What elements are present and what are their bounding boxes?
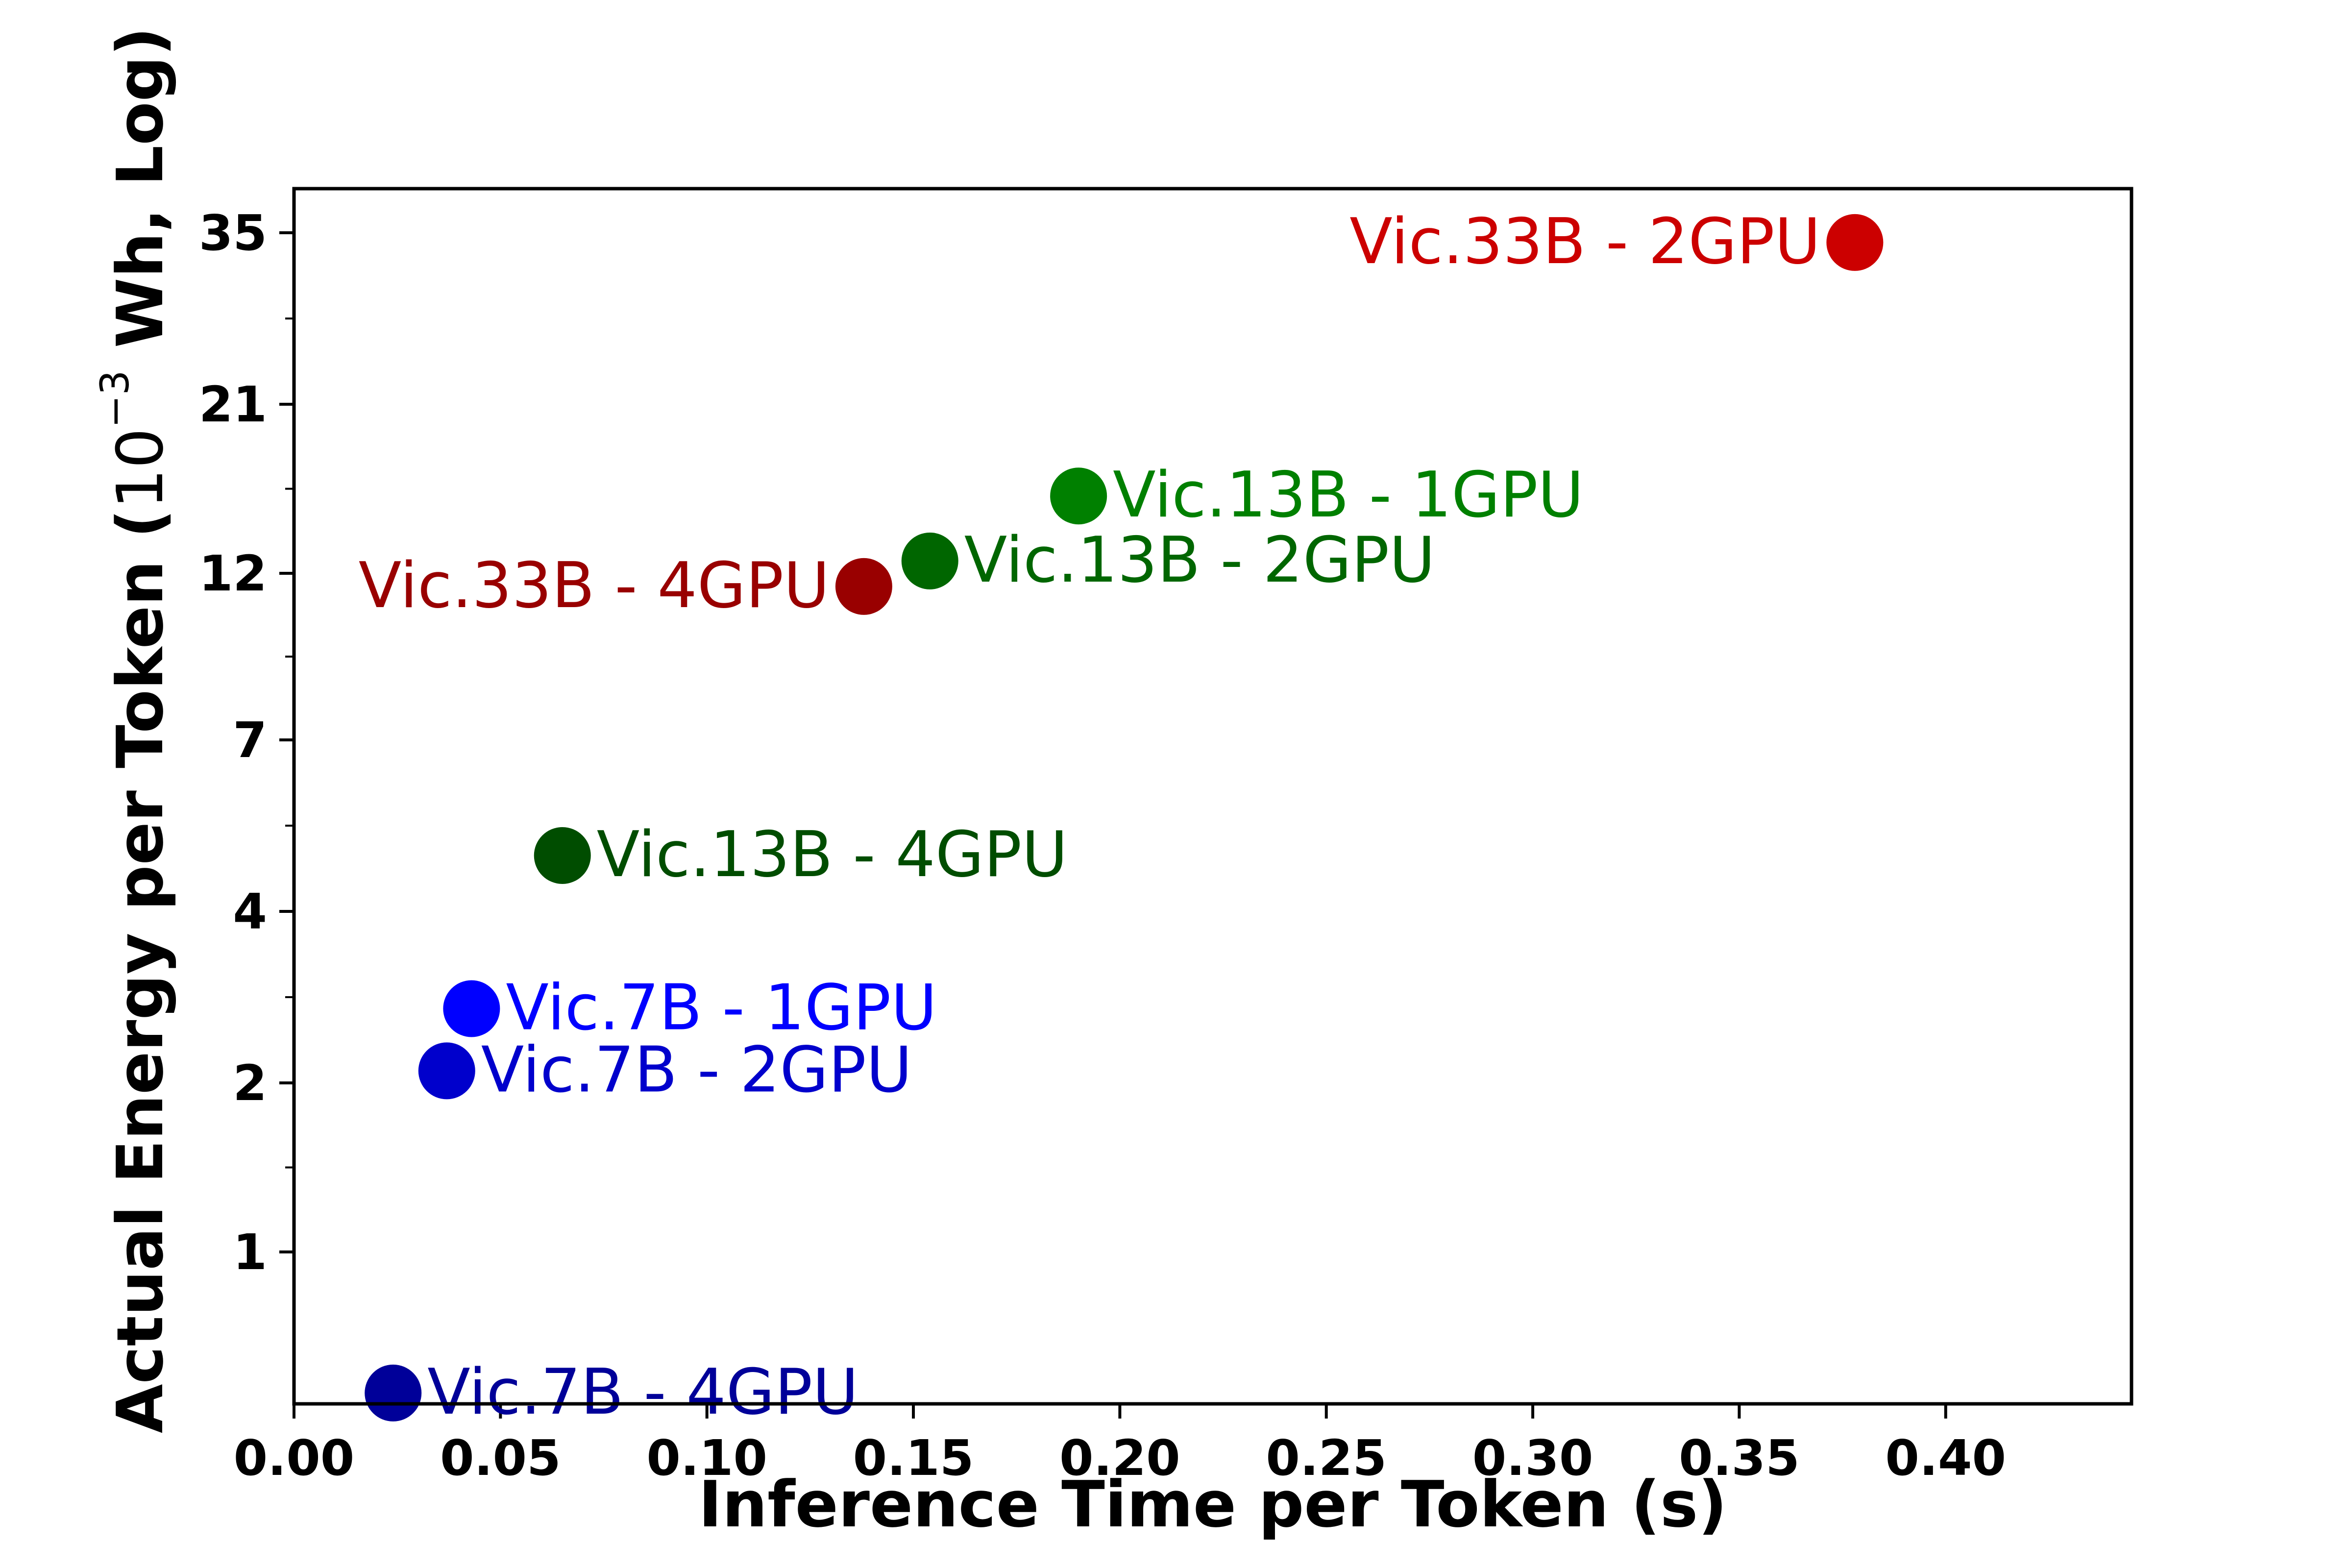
y-tick-label: 1 — [233, 1224, 267, 1281]
data-point-label: Vic.13B - 4GPU — [597, 818, 1068, 891]
data-point-label: Vic.7B - 1GPU — [506, 971, 937, 1044]
data-point — [365, 1364, 422, 1421]
data-point — [1826, 214, 1884, 271]
y-axis-title: Actual Energy per Token (10−3 Wh, Log) — [92, 27, 177, 1433]
y-axis-title-unit-exponent: −3 — [92, 370, 138, 428]
y-tick-label: 2 — [233, 1054, 267, 1112]
x-tick-label: 0.40 — [1885, 1429, 2006, 1487]
plot-frame — [292, 187, 2133, 1406]
x-tick-label: 0.20 — [1059, 1429, 1180, 1487]
y-tick-label: 7 — [233, 711, 267, 769]
y-axis-title-main: Actual Energy per Token ( — [103, 509, 177, 1433]
y-tick-label: 21 — [199, 376, 267, 433]
x-tick-label: 0.35 — [1679, 1429, 1800, 1487]
data-point — [534, 827, 591, 884]
svg-text:Actual Energy per Token (10−3: Actual Energy per Token (10−3 Wh, Log) — [92, 27, 177, 1433]
y-tick-label: 12 — [199, 545, 267, 602]
data-point-label: Vic.13B - 1GPU — [1113, 459, 1584, 532]
x-tick-label: 0.30 — [1472, 1429, 1593, 1487]
data-point — [1050, 467, 1107, 525]
data-point-label: Vic.7B - 4GPU — [427, 1356, 858, 1429]
y-tick-label: 35 — [199, 204, 267, 262]
data-point — [901, 532, 958, 589]
x-tick-label: 0.15 — [853, 1429, 974, 1487]
x-tick-label: 0.25 — [1266, 1429, 1387, 1487]
y-axis-title-unit-rest: Wh, Log) — [103, 27, 177, 370]
data-point-label: Vic.33B - 4GPU — [359, 549, 830, 622]
x-tick-label: 0.05 — [440, 1429, 561, 1487]
y-tick-label: 4 — [233, 883, 267, 940]
x-axis: 0.00 0.05 0.10 0.15 0.20 0.25 0.30 0.35 0.40 — [234, 1404, 2006, 1487]
data-point-label: Vic.33B - 2GPU — [1349, 205, 1820, 278]
data-point-label: Vic.7B - 2GPU — [481, 1033, 912, 1106]
data-point — [418, 1042, 475, 1100]
x-axis-title: Inference Time per Token (s) — [698, 1467, 1727, 1542]
y-axis-title-unit-base: 10 — [103, 428, 177, 509]
data-point — [835, 558, 892, 615]
data-point — [443, 980, 500, 1037]
data-point-label: Vic.13B - 2GPU — [964, 524, 1435, 597]
x-tick-label: 0.10 — [646, 1429, 767, 1487]
x-tick-label: 0.00 — [234, 1429, 355, 1487]
